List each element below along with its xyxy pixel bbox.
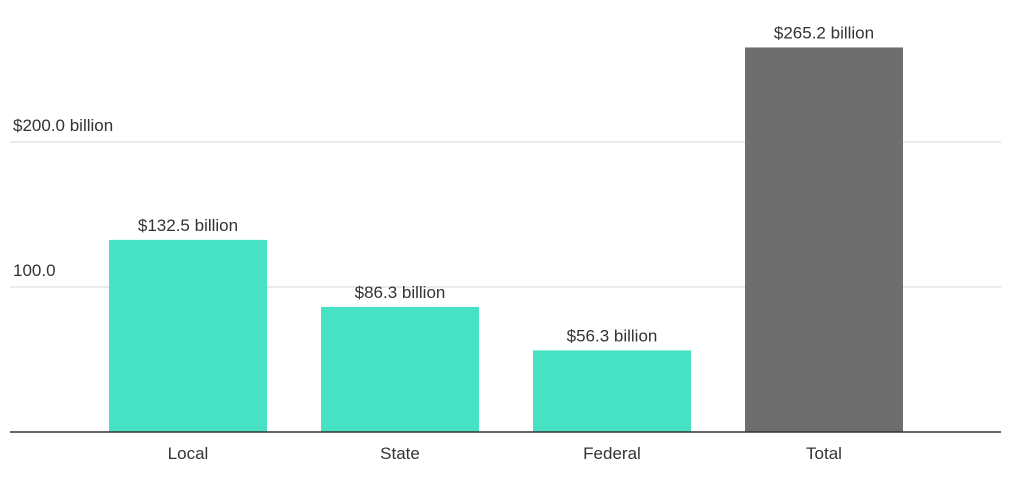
x-tick-label: Local [168,444,209,463]
x-tick-label: State [380,444,420,463]
bar-total [745,47,903,433]
data-label: $56.3 billion [567,326,658,345]
bar-local [109,239,267,432]
bar-federal [533,350,691,432]
data-label: $86.3 billion [355,283,446,302]
data-label: $132.5 billion [138,216,238,235]
bar-state [321,306,479,432]
y-tick-label: $200.0 billion [13,116,113,135]
data-label: $265.2 billion [774,23,874,42]
x-tick-label: Federal [583,444,641,463]
y-tick-label: 100.0 [13,261,56,280]
x-tick-label: Total [806,444,842,463]
